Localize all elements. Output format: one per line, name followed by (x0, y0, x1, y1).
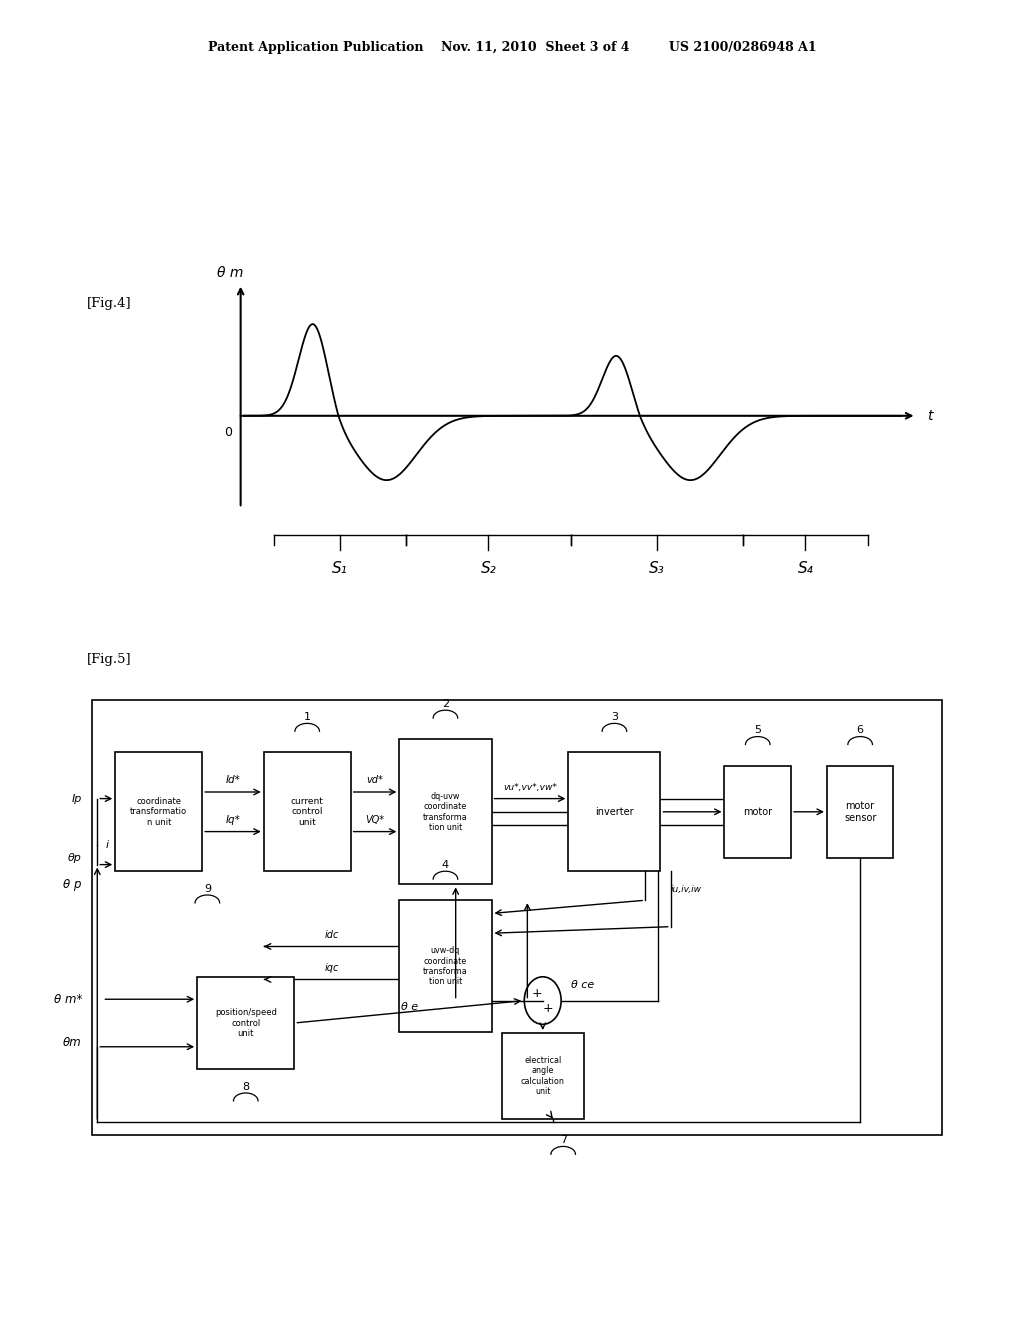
Text: S₃: S₃ (649, 561, 665, 576)
Text: Id*: Id* (225, 775, 241, 785)
Text: S₂: S₂ (480, 561, 497, 576)
FancyBboxPatch shape (827, 766, 893, 858)
Text: idc: idc (325, 929, 339, 940)
Text: current
control
unit: current control unit (291, 797, 324, 826)
Text: motor
sensor: motor sensor (844, 801, 877, 822)
Text: θ ce: θ ce (571, 979, 595, 990)
Text: iqc: iqc (325, 962, 339, 973)
Text: θ e: θ e (400, 1002, 418, 1012)
Text: θm: θm (63, 1036, 82, 1049)
FancyBboxPatch shape (115, 752, 203, 871)
Text: Ip: Ip (72, 793, 82, 804)
FancyBboxPatch shape (197, 977, 295, 1069)
Text: 9: 9 (204, 883, 211, 894)
Text: θp: θp (68, 853, 82, 863)
Text: +: + (543, 1002, 553, 1015)
Text: Patent Application Publication    Nov. 11, 2010  Sheet 3 of 4         US 2100/02: Patent Application Publication Nov. 11, … (208, 41, 816, 54)
Text: coordinate
transformatio
n unit: coordinate transformatio n unit (130, 797, 187, 826)
Text: 8: 8 (243, 1081, 249, 1092)
Text: θ m*: θ m* (53, 993, 82, 1006)
FancyBboxPatch shape (264, 752, 350, 871)
Text: vu*,vv*,vw*: vu*,vv*,vw* (503, 783, 557, 792)
Text: vd*: vd* (367, 775, 383, 785)
Text: [Fig.5]: [Fig.5] (87, 653, 132, 667)
Text: motor: motor (743, 807, 772, 817)
Text: electrical
angle
calculation
unit: electrical angle calculation unit (521, 1056, 564, 1096)
Text: 4: 4 (442, 859, 449, 870)
Text: 5: 5 (755, 725, 761, 735)
Text: inverter: inverter (595, 807, 634, 817)
Text: 1: 1 (304, 711, 310, 722)
Text: S₄: S₄ (798, 561, 813, 576)
Text: +: + (531, 987, 542, 1001)
Text: VQ*: VQ* (366, 814, 385, 825)
Text: 2: 2 (442, 698, 449, 709)
Text: 7: 7 (560, 1135, 566, 1144)
FancyBboxPatch shape (502, 1032, 584, 1119)
Text: S₁: S₁ (332, 561, 347, 576)
Text: t: t (927, 409, 932, 422)
Text: dq-uvw
coordinate
transforma
tion unit: dq-uvw coordinate transforma tion unit (423, 792, 468, 832)
Text: [Fig.4]: [Fig.4] (87, 297, 132, 310)
Text: 6: 6 (857, 725, 863, 735)
Text: 3: 3 (611, 711, 617, 722)
Text: uvw-dq
coordinate
transforma
tion unit: uvw-dq coordinate transforma tion unit (423, 946, 468, 986)
Text: θ p: θ p (63, 878, 82, 891)
FancyBboxPatch shape (399, 739, 492, 884)
Text: Iq*: Iq* (225, 814, 241, 825)
Text: 0: 0 (224, 426, 232, 440)
Text: iu,iv,iw: iu,iv,iw (671, 884, 701, 894)
Text: i: i (105, 840, 110, 850)
FancyBboxPatch shape (399, 900, 492, 1032)
Text: position/speed
control
unit: position/speed control unit (215, 1008, 276, 1038)
Text: θ m: θ m (217, 265, 244, 280)
FancyBboxPatch shape (568, 752, 660, 871)
FancyBboxPatch shape (725, 766, 791, 858)
